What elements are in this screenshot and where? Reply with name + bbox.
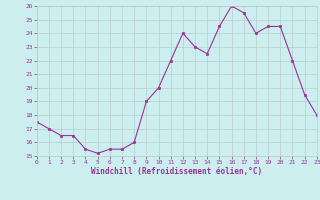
X-axis label: Windchill (Refroidissement éolien,°C): Windchill (Refroidissement éolien,°C) [91, 167, 262, 176]
